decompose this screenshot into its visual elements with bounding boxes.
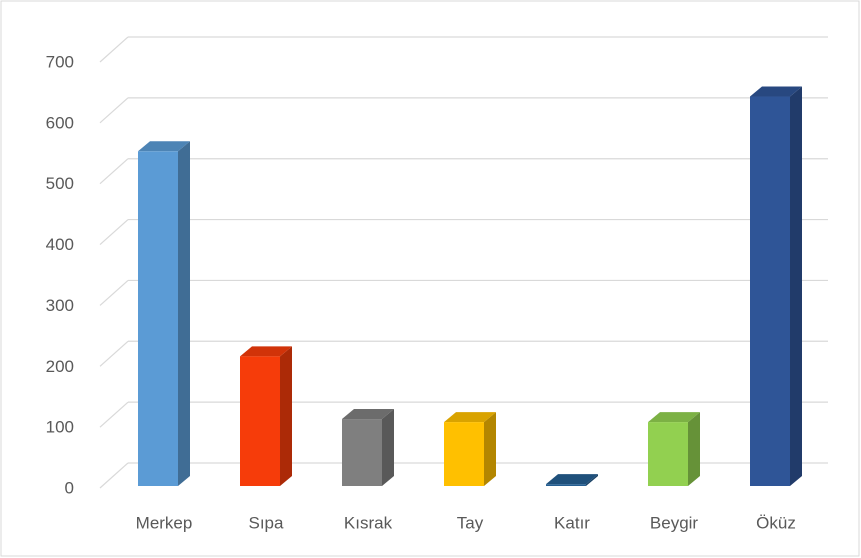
y-tick-label: 500 (46, 174, 74, 193)
x-tick-label: Öküz (756, 513, 796, 532)
bar (648, 422, 688, 486)
x-tick-label: Kısrak (344, 513, 393, 532)
bar (546, 484, 586, 486)
bar-top (750, 86, 802, 97)
bar (342, 419, 382, 486)
bar-side (484, 412, 496, 486)
bar-side (586, 474, 598, 486)
bar-top (648, 412, 700, 423)
grid-line (99, 219, 129, 246)
y-tick-label: 600 (46, 113, 74, 132)
bar-side (688, 412, 700, 486)
grid-line (99, 158, 129, 185)
bar-top (342, 409, 394, 420)
y-tick-label: 100 (46, 418, 74, 437)
y-tick-label: 300 (46, 296, 74, 315)
bar-top (138, 141, 190, 152)
bar-top (546, 474, 598, 485)
x-tick-label: Sıpa (249, 513, 285, 532)
y-tick-label: 400 (46, 235, 74, 254)
bar (444, 422, 484, 486)
bar-side (178, 141, 190, 487)
y-tick-label: 200 (46, 357, 74, 376)
x-tick-label: Tay (457, 513, 484, 532)
bar-top (444, 412, 496, 423)
bar (138, 151, 178, 487)
grid-line (99, 462, 129, 489)
grid-line (99, 97, 129, 124)
x-tick-label: Merkep (136, 513, 193, 532)
bar-top (240, 346, 292, 357)
bar (240, 356, 280, 486)
y-tick-label: 700 (46, 52, 74, 71)
bar-side (790, 86, 802, 486)
grid-line (99, 401, 129, 428)
x-tick-label: Katır (554, 513, 590, 532)
grid-line (99, 340, 129, 367)
grid-line (99, 279, 129, 306)
y-tick-label: 0 (65, 478, 74, 497)
x-tick-label: Beygir (650, 513, 699, 532)
bar-side (382, 409, 394, 486)
bar (750, 96, 790, 486)
bar-side (280, 346, 292, 486)
grid-line (99, 36, 129, 63)
